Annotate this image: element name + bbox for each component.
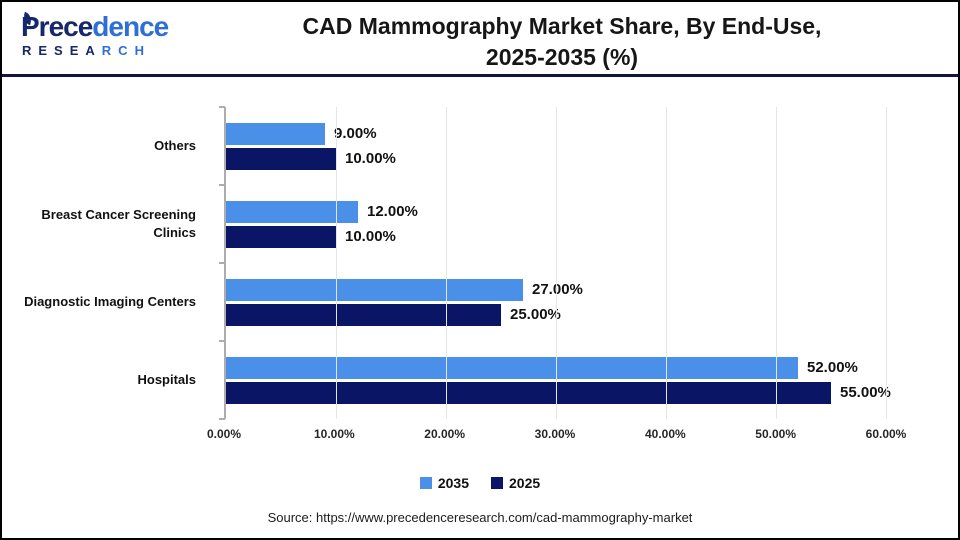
value-label-2035-others: 9.00% (334, 125, 377, 142)
bar-group-hospitals: 52.00% 55.00% (226, 341, 891, 419)
header: Precedence RESEARCH CAD Mammography Mark… (2, 2, 958, 77)
x-tick-label-30-00: 30.00% (534, 427, 576, 441)
bar-wrap-2025-breast-cancer-screening-clinics: 10.00% (226, 225, 886, 248)
x-tick-label-0-00: 0.00% (206, 427, 242, 441)
bar-rows: 9.00% 10.00% 12.00% 10.00% 27.00% 25.00% 52.00… (226, 107, 891, 419)
bar-chart: Others Breast Cancer Screening Clinics Dia… (2, 80, 958, 538)
legend-swatch-2035 (419, 477, 432, 489)
x-tick-label-60-00: 60.00% (865, 427, 907, 441)
bar-2035-hospitals (226, 356, 798, 379)
x-tick-label-20-00: 20.00% (424, 427, 466, 441)
chart-title-line2: 2025-2035 (%) (485, 44, 639, 70)
bar-2035-others (226, 122, 325, 145)
value-label-2025-others: 10.00% (345, 150, 396, 167)
logo-text-navy: Prece (21, 11, 93, 42)
category-label-hospitals: Hospitals (137, 372, 196, 387)
bar-2025-diagnostic-imaging-centers (226, 303, 501, 326)
legend-label-2035: 2035 (437, 475, 469, 491)
x-tick-label-50-00: 50.00% (755, 427, 797, 441)
x-tick-label-10-00: 10.00% (313, 427, 355, 441)
x-axis-tick-labels: 0.00% 10.00% 20.00% 30.00% 40.00% 50.00% 60.00… (207, 427, 906, 445)
gridline-50-00 (776, 107, 777, 419)
bar-wrap-2035-others: 9.00% (226, 122, 886, 145)
category-label-breast-cancer-screening-clinics: Breast Cancer Screening Clinics (41, 207, 196, 240)
bar-wrap-2035-diagnostic-imaging-centers: 27.00% (226, 278, 886, 301)
gridline-30-00 (556, 107, 557, 419)
legend-swatch-2025 (491, 477, 503, 489)
bar-wrap-2025-others: 10.00% (226, 147, 886, 170)
value-label-2025-hospitals: 55.00% (840, 384, 891, 401)
gridline-20-00 (446, 107, 447, 419)
bar-2025-hospitals (226, 381, 831, 404)
y-axis-tick (219, 418, 225, 420)
bar-2025-breast-cancer-screening-clinics (226, 225, 336, 248)
bar-2025-others (226, 147, 336, 170)
bar-wrap-2025-diagnostic-imaging-centers: 25.00% (226, 303, 886, 326)
legend-label-2025: 2025 (509, 475, 541, 491)
legend-item-2025: 2025 (491, 475, 540, 491)
logo-subtitle-blue: RCH (101, 43, 151, 58)
logo-subtitle: RESEARCH (20, 44, 168, 57)
x-tick-label-40-00: 40.00% (644, 427, 686, 441)
logo-subtitle-navy: RESEA (22, 43, 102, 58)
category-label-others: Others (154, 138, 196, 153)
value-label-2035-breast-cancer-screening-clinics: 12.00% (367, 203, 418, 220)
bar-wrap-2035-breast-cancer-screening-clinics: 12.00% (226, 200, 886, 223)
chart-title-line1: CAD Mammography Market Share, By End-Use… (302, 13, 822, 39)
value-label-2025-breast-cancer-screening-clinics: 10.00% (345, 228, 396, 245)
value-label-2035-hospitals: 52.00% (807, 359, 858, 376)
legend-item-2035: 2035 (419, 475, 469, 491)
chart-title: CAD Mammography Market Share, By End-Use… (182, 11, 942, 73)
logo-wordmark: Precedence (20, 11, 169, 42)
y-axis-tick (219, 106, 225, 108)
bar-group-diagnostic-imaging-centers: 27.00% 25.00% (226, 263, 886, 341)
gridline-60-00 (886, 107, 887, 419)
category-label-diagnostic-imaging-centers: Diagnostic Imaging Centers (24, 294, 196, 309)
value-label-2035-diagnostic-imaging-centers: 27.00% (532, 281, 583, 298)
legend: 2035 2025 (2, 475, 958, 491)
category-labels: Others Breast Cancer Screening Clinics Dia… (2, 107, 210, 419)
logo-text-blue: dence (92, 11, 169, 42)
bar-2035-breast-cancer-screening-clinics (226, 200, 358, 223)
bar-2035-diagnostic-imaging-centers (226, 278, 523, 301)
bar-group-breast-cancer-screening-clinics: 12.00% 10.00% (226, 185, 886, 263)
gridline-10-00 (336, 107, 337, 419)
plot-area: 9.00% 10.00% 12.00% 10.00% 27.00% 25.00% 52.00… (219, 106, 891, 420)
precedence-research-logo: Precedence RESEARCH (20, 11, 169, 57)
value-label-2025-diagnostic-imaging-centers: 25.00% (510, 306, 561, 323)
y-axis-tick (219, 262, 225, 264)
y-axis-tick (219, 184, 225, 186)
bar-group-others: 9.00% 10.00% (226, 107, 886, 185)
y-axis-tick (219, 340, 225, 342)
source-attribution: Source: https://www.precedenceresearch.c… (267, 510, 693, 525)
gridline-40-00 (666, 107, 667, 419)
bar-wrap-2025-hospitals: 55.00% (226, 381, 891, 404)
bar-wrap-2035-hospitals: 52.00% (226, 356, 886, 379)
